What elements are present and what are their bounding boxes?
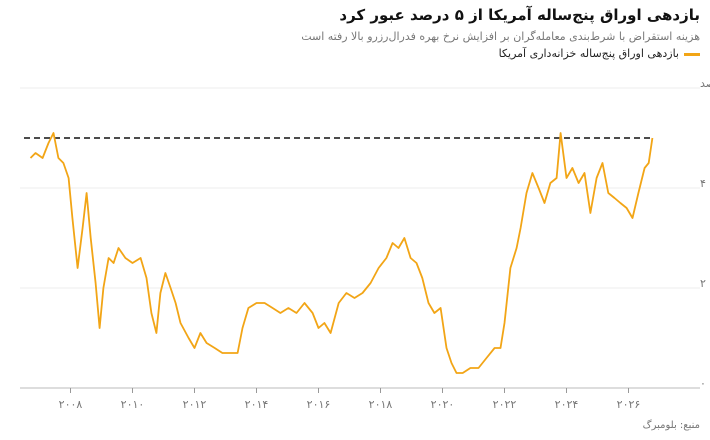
x-tick-label: ۲۰۲۰	[431, 398, 455, 411]
legend-key	[684, 52, 700, 56]
legend: بازدهی اوراق پنج‌ساله خزانه‌داری آمریکا	[499, 47, 700, 60]
x-tick-label: ۲۰۰۸	[59, 398, 83, 411]
x-tick-label: ۲۰۱۰	[121, 398, 145, 411]
x-tick-label: ۲۰۱۶	[307, 398, 331, 411]
x-tick-label: ۲۰۲۶	[617, 398, 641, 411]
y-tick-label: ۰	[700, 377, 706, 390]
chart-subtitle: هزینه استقراض با شرط‌بندی معامله‌گران بر…	[301, 30, 700, 43]
y-tick-label: ۲	[700, 277, 706, 290]
x-tick-label: ۲۰۱۸	[369, 398, 393, 411]
x-tick-label: ۲۰۲۲	[493, 398, 517, 411]
y-tick-label: ۶ درصد	[700, 77, 710, 90]
x-tick-label: ۲۰۱۲	[183, 398, 207, 411]
legend-label: بازدهی اوراق پنج‌ساله خزانه‌داری آمریکا	[498, 47, 679, 60]
chart-title: بازدهی اوراق پنج‌ساله آمریکا از ۵ درصد ع…	[339, 6, 700, 24]
x-tick-label: ۲۰۲۴	[555, 398, 579, 411]
source: منبع: بلومبرگ	[642, 420, 700, 431]
line	[29, 132, 654, 374]
y-tick-label: ۴	[700, 177, 706, 190]
x-tick-label: ۲۰۱۴	[245, 398, 269, 411]
